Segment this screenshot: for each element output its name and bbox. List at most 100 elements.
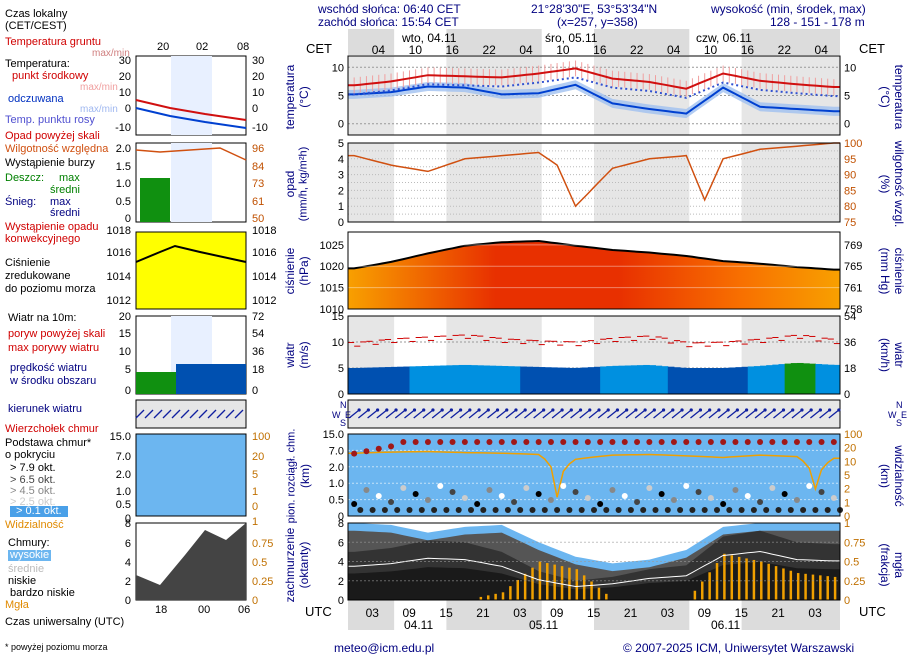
wind-arrow-head (781, 408, 786, 412)
cloud-base-dot (498, 493, 505, 499)
fog-bar (494, 593, 497, 600)
humidity-axis-unit: (%) (878, 174, 892, 194)
legend-cloud-base-1: Podstawa chmur* (5, 437, 92, 449)
wind-speed-bar (452, 365, 460, 394)
cloud-top-dot (498, 439, 505, 445)
wind-arrow-head (606, 408, 610, 412)
compass-letter: E (901, 410, 907, 420)
humidity-tick: 80 (844, 201, 856, 213)
legend-storm: Wystąpienie burzy (5, 157, 95, 169)
pressure-line (348, 239, 840, 271)
wind-arrow-head (477, 408, 481, 412)
wind-arrow (588, 409, 600, 419)
fog-bar (523, 573, 527, 600)
humidity-tick: 85 (844, 185, 856, 197)
temperature-line (348, 67, 840, 90)
top-hour-label: 10 (409, 43, 423, 57)
wind-speed-bar (532, 366, 540, 394)
cloud-base-dot (720, 501, 727, 507)
wind-speed-bar (600, 366, 607, 394)
cloud-base-dot (603, 507, 610, 513)
legend-pressure-tick: 1018 (107, 225, 131, 237)
wind-arrow-head (440, 408, 444, 412)
top-hour-label: 22 (482, 43, 496, 57)
legend-temp-tick: 20 (119, 71, 131, 83)
wind-axis-title: wiatr (283, 342, 297, 368)
wind-arrow-head (569, 408, 573, 412)
fog-bar (811, 574, 815, 600)
coverage-tick-left: 8 (338, 518, 344, 530)
wind-arrow-head (726, 408, 730, 412)
wind-speed-bar (538, 367, 546, 394)
legend-wind-tick: 15 (119, 328, 131, 340)
wind-arrow-head (791, 408, 795, 412)
legend-wind-tick: 10 (119, 346, 131, 358)
legend-precip-tick: 1.0 (116, 178, 131, 190)
cloud-base-dot (394, 507, 401, 513)
wind-speed-bar (723, 367, 730, 394)
wind-arrow (708, 409, 720, 419)
pressure-axis-unit: (hPa) (297, 256, 311, 286)
elevation-values: 128 - 151 - 178 m (770, 15, 865, 29)
cloud-top-dot (707, 439, 714, 445)
visibility-tick: 1 (844, 497, 850, 509)
legend-precip-over: Opad powyżej skali (5, 130, 100, 142)
legend-time-top-2: 02 (196, 41, 209, 53)
visibility-tick: 10 (844, 456, 856, 468)
legend-temp: Temperatura: (5, 58, 70, 70)
legend-coverage-tick: 0 (125, 595, 131, 607)
cloud-top-dot (670, 439, 677, 445)
wind-speed-bar (686, 368, 693, 394)
legend-vis-tick: 0 (252, 501, 258, 513)
compass-letter: N (896, 400, 903, 410)
cloud-top-dot (830, 439, 837, 445)
cloud-base-dot (535, 491, 542, 497)
legend-temp-tick-right: -10 (252, 122, 268, 134)
fog-bar (479, 596, 483, 600)
legend-pressure-1: Ciśnienie (5, 257, 51, 269)
cloud-top-dot (424, 439, 431, 445)
top-hour-label: 04 (815, 43, 829, 57)
wind-speed-bar (348, 368, 355, 394)
wind-arrow-head (422, 408, 426, 412)
legend-vis-tick: 20 (252, 451, 264, 463)
legend-precip-tick: 2.0 (116, 143, 131, 155)
wind-axis-unit: (m/s) (297, 341, 311, 369)
legend-cloud-tick: 15.0 (110, 431, 131, 443)
wind-speed-bar (563, 367, 570, 394)
visibility-axis-title: widzialność (892, 445, 906, 507)
wind-speed-bar (384, 367, 392, 394)
fog-bar (745, 558, 748, 600)
cloud-top-dot (683, 439, 690, 445)
footer-email[interactable]: meteo@icm.edu.pl (334, 641, 435, 655)
visibility-tick: 2 (844, 484, 850, 496)
wind-speed-bar (594, 366, 601, 394)
wind-arrow (524, 409, 535, 419)
cloud-top-dot (695, 439, 702, 445)
legend-wind-arrow (144, 409, 154, 419)
wind-speed-bar (354, 367, 361, 394)
legend-precip-tick: 0 (125, 213, 131, 225)
cloud-base-dot (683, 483, 690, 489)
legend-pressure-tick-right: 1012 (252, 295, 276, 307)
legend-humidity-tick: 96 (252, 143, 264, 155)
legend-humidity-tick: 73 (252, 178, 264, 190)
cloud-base-dot (830, 495, 837, 501)
wind-arrow-head (708, 408, 712, 412)
cloud-base-dot (812, 507, 819, 513)
wind-speed-bar (526, 366, 533, 394)
wind-speed-bar (477, 365, 484, 394)
cloud-tick-left: 15.0 (323, 429, 344, 441)
wind-arrow-head (698, 408, 703, 412)
wind-speed-bar (624, 365, 632, 394)
wind-arrow (394, 409, 406, 419)
sunset-text: zachód słońca: 15:54 CET (318, 15, 459, 29)
wind-axis-title-right: wiatr (892, 342, 906, 368)
fog-bar (715, 563, 719, 600)
cloud-top-dot (769, 439, 776, 445)
legend-cloud-panel (135, 433, 247, 517)
wind-speed-bar (360, 367, 367, 394)
coverage-frame (347, 522, 841, 601)
legend-time-top-3: 08 (237, 41, 250, 53)
